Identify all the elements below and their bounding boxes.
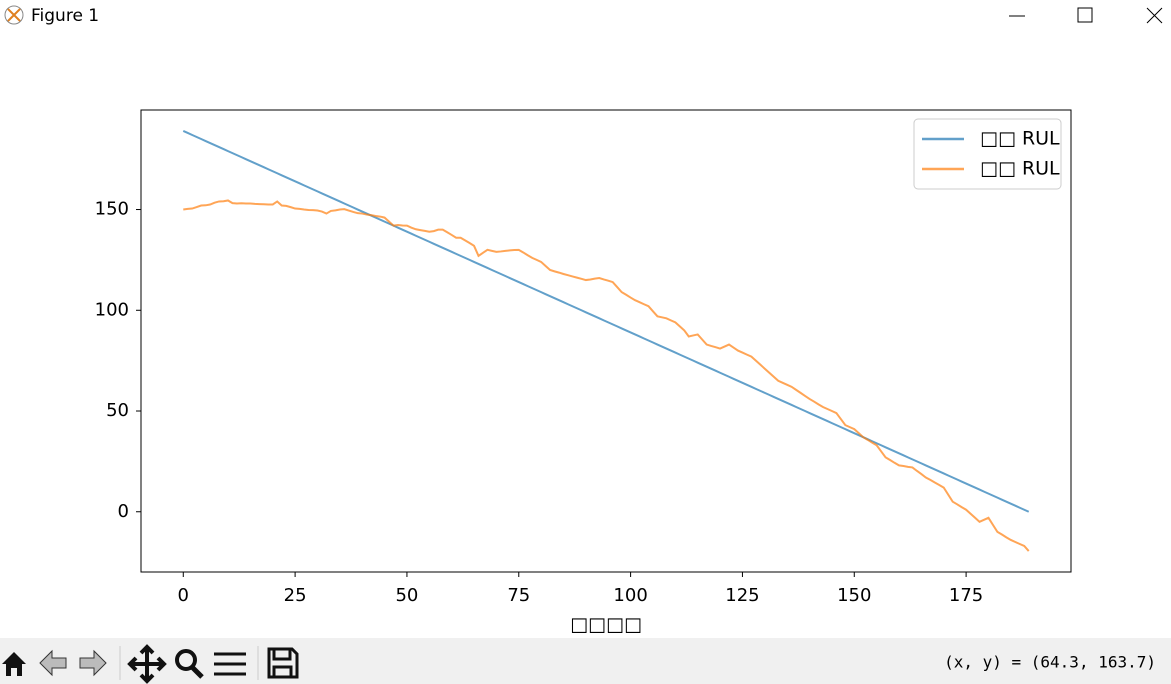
- pan-button[interactable]: [127, 644, 167, 684]
- cursor-coordinates: (x, y) = (64.3, 163.7): [944, 653, 1156, 672]
- y-tick-label: 150: [95, 199, 129, 220]
- app-icon-mark: [7, 8, 21, 22]
- window-title: Figure 1: [31, 6, 99, 26]
- legend-label: □□ RUL: [980, 128, 1060, 150]
- home-button[interactable]: [2, 652, 26, 676]
- y-tick-label: 100: [95, 299, 129, 320]
- legend-box: [913, 118, 1062, 190]
- series-line: [183, 199, 1030, 552]
- x-tick-label: 100: [613, 585, 647, 606]
- legend-label: □□ RUL: [980, 158, 1060, 180]
- zoom-handle: [190, 665, 204, 679]
- back-button[interactable]: [39, 649, 67, 677]
- x-tick-label: 150: [837, 585, 871, 606]
- y-tick-label: 50: [106, 400, 129, 421]
- x-tick-label: 125: [725, 585, 759, 606]
- forward-button[interactable]: [79, 649, 107, 677]
- series-line: [182, 130, 1030, 513]
- zoom-button[interactable]: [175, 649, 197, 671]
- x-axis-label: □□□□: [570, 614, 642, 636]
- x-tick-label: 0: [178, 585, 189, 606]
- x-tick-label: 75: [507, 585, 530, 606]
- maximize-button[interactable]: [1077, 7, 1093, 23]
- y-tick-label: 0: [118, 501, 129, 522]
- x-tick-label: 50: [395, 585, 418, 606]
- save-button[interactable]: [267, 647, 299, 679]
- title-bar: [0, 0, 1171, 30]
- x-tick-label: 175: [949, 585, 983, 606]
- configure-button[interactable]: [214, 652, 246, 676]
- x-tick-label: 25: [284, 585, 307, 606]
- close-button[interactable]: [1146, 7, 1163, 24]
